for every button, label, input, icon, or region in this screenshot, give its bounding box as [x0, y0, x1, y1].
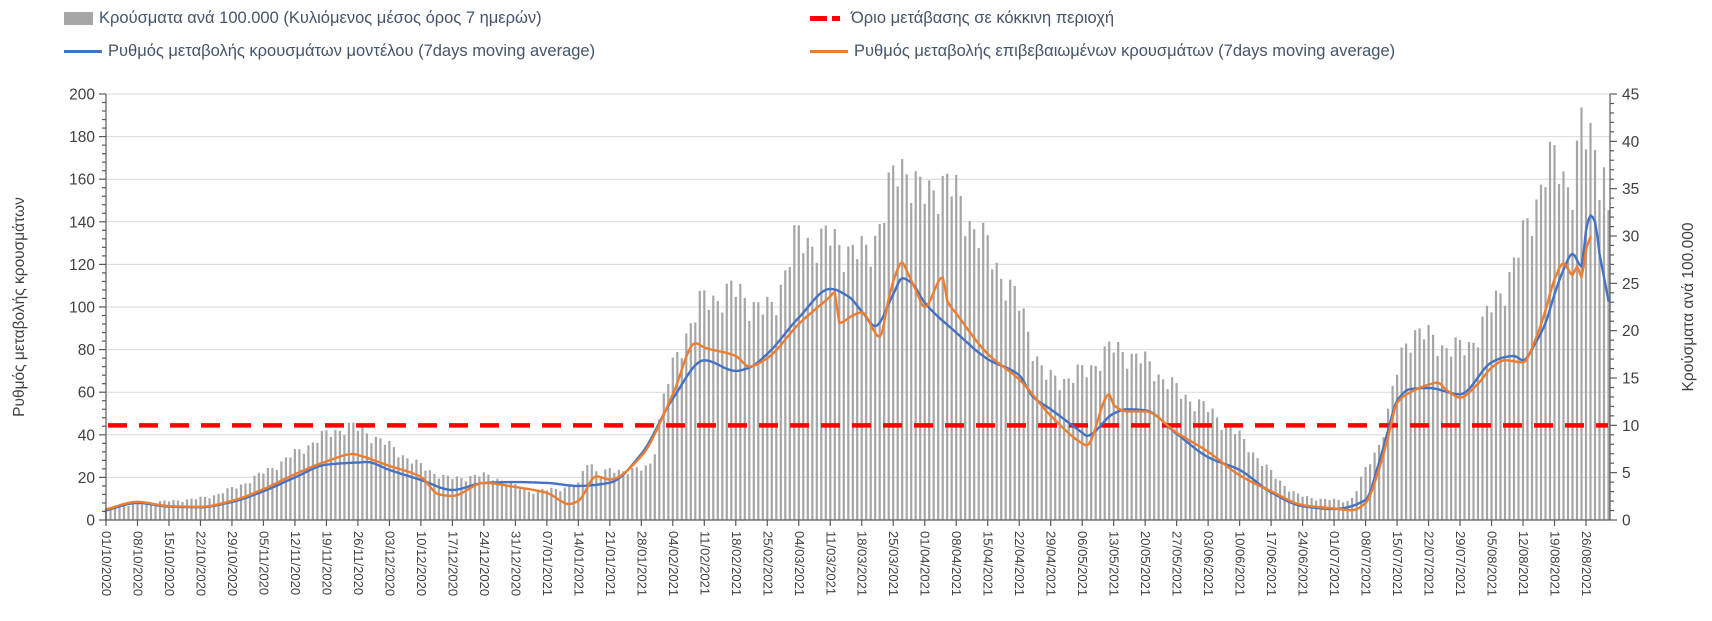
model-line-swatch	[64, 50, 102, 53]
svg-text:07/01/2021: 07/01/2021	[540, 531, 555, 596]
svg-text:160: 160	[69, 172, 95, 189]
svg-text:28/01/2021: 28/01/2021	[634, 531, 649, 596]
svg-text:26/08/2021: 26/08/2021	[1579, 531, 1594, 596]
legend-item-confirmed-line: Ρυθμός μεταβολής επιβεβαιωμένων κρουσμάτ…	[810, 42, 1395, 61]
svg-text:14/01/2021: 14/01/2021	[571, 531, 586, 596]
svg-text:12/08/2021: 12/08/2021	[1516, 531, 1531, 596]
confirmed-rate-line	[104, 235, 1592, 512]
confirmed-line-swatch	[810, 50, 848, 53]
svg-text:18/03/2021: 18/03/2021	[855, 531, 870, 596]
svg-text:120: 120	[69, 257, 95, 274]
svg-text:10/12/2020: 10/12/2020	[414, 531, 429, 596]
svg-text:08/04/2021: 08/04/2021	[949, 531, 964, 596]
svg-text:22/10/2020: 22/10/2020	[193, 531, 208, 596]
svg-text:200: 200	[69, 87, 95, 104]
legend-label: Ρυθμός μεταβολής κρουσμάτων μοντέλου (7d…	[108, 42, 596, 60]
bars-swatch	[64, 12, 93, 25]
svg-text:21/01/2021: 21/01/2021	[603, 531, 618, 596]
svg-text:01/04/2021: 01/04/2021	[918, 531, 933, 596]
svg-text:10/06/2021: 10/06/2021	[1233, 531, 1248, 596]
right-axis-title: Κρούσματα ανά 100.000	[1680, 222, 1697, 391]
svg-text:08/10/2020: 08/10/2020	[130, 531, 145, 596]
svg-text:25/02/2021: 25/02/2021	[760, 531, 775, 596]
svg-text:0: 0	[1622, 513, 1631, 530]
svg-text:03/12/2020: 03/12/2020	[382, 531, 397, 596]
svg-text:60: 60	[78, 385, 96, 402]
svg-text:06/05/2021: 06/05/2021	[1075, 531, 1090, 596]
svg-text:03/06/2021: 03/06/2021	[1201, 531, 1216, 596]
svg-text:24/12/2020: 24/12/2020	[477, 531, 492, 596]
svg-text:25/03/2021: 25/03/2021	[886, 531, 901, 596]
svg-text:15/10/2020: 15/10/2020	[162, 531, 177, 596]
svg-text:5: 5	[1622, 465, 1631, 482]
svg-text:19/08/2021: 19/08/2021	[1548, 531, 1563, 596]
legend-label: Όριο μετάβασης σε κόκκινη περιοχή	[851, 9, 1115, 27]
svg-text:01/10/2020: 01/10/2020	[99, 531, 114, 596]
svg-text:08/07/2021: 08/07/2021	[1359, 531, 1374, 596]
legend-item-model-line: Ρυθμός μεταβολής κρουσμάτων μοντέλου (7d…	[64, 42, 595, 61]
svg-text:15: 15	[1622, 371, 1639, 388]
svg-text:15/04/2021: 15/04/2021	[981, 531, 996, 596]
svg-text:25: 25	[1622, 276, 1639, 293]
svg-text:140: 140	[69, 214, 95, 231]
svg-text:19/11/2020: 19/11/2020	[319, 531, 334, 595]
legend-label: Ρυθμός μεταβολής επιβεβαιωμένων κρουσμάτ…	[854, 42, 1396, 60]
svg-text:40: 40	[78, 427, 96, 444]
right-axis-ticks: 0 5 10 15 20 25 30 35 40 45	[1610, 87, 1640, 530]
svg-text:29/04/2021: 29/04/2021	[1044, 531, 1059, 596]
svg-text:22/07/2021: 22/07/2021	[1422, 531, 1437, 596]
model-rate-line	[104, 214, 1610, 512]
svg-text:20: 20	[1622, 323, 1640, 340]
svg-text:04/02/2021: 04/02/2021	[666, 531, 681, 596]
svg-text:12/11/2020: 12/11/2020	[288, 531, 303, 595]
svg-text:17/12/2020: 17/12/2020	[445, 531, 460, 596]
svg-text:10: 10	[1622, 418, 1640, 435]
svg-text:04/03/2021: 04/03/2021	[792, 531, 807, 596]
svg-text:100: 100	[69, 300, 95, 317]
svg-text:31/12/2020: 31/12/2020	[508, 531, 523, 596]
svg-text:17/06/2021: 17/06/2021	[1264, 531, 1279, 596]
svg-text:180: 180	[69, 129, 95, 146]
svg-text:35: 35	[1622, 181, 1639, 198]
legend-item-threshold: Όριο μετάβασης σε κόκκινη περιοχή	[810, 9, 1114, 28]
svg-text:13/05/2021: 13/05/2021	[1107, 531, 1122, 596]
bars-series	[104, 107, 1610, 521]
svg-text:24/06/2021: 24/06/2021	[1296, 531, 1311, 596]
svg-text:27/05/2021: 27/05/2021	[1170, 531, 1185, 596]
threshold-swatch	[810, 16, 845, 21]
x-axis-ticks: 01/10/2020 08/10/2020 15/10/2020 22/10/2020…	[99, 520, 1594, 596]
svg-text:0: 0	[86, 513, 95, 530]
left-axis-title: Ρυθμός μεταβολής κρουσμάτων	[11, 197, 28, 417]
svg-text:20: 20	[78, 470, 96, 487]
svg-text:30: 30	[1622, 229, 1640, 246]
svg-text:15/07/2021: 15/07/2021	[1390, 531, 1405, 596]
svg-text:11/02/2021: 11/02/2021	[697, 531, 712, 595]
svg-text:05/11/2020: 05/11/2020	[256, 531, 271, 595]
left-axis-ticks: 0 20 40 60 80 100 120 140 160 180 200	[69, 87, 106, 530]
legend-item-bars: Κρούσματα ανά 100.000 (Κυλιόμενος μέσος …	[64, 9, 542, 28]
svg-text:26/11/2020: 26/11/2020	[351, 531, 366, 595]
svg-text:80: 80	[78, 342, 96, 359]
svg-text:11/03/2021: 11/03/2021	[823, 531, 838, 595]
svg-text:22/04/2021: 22/04/2021	[1012, 531, 1027, 596]
svg-text:05/08/2021: 05/08/2021	[1485, 531, 1500, 596]
svg-text:18/02/2021: 18/02/2021	[729, 531, 744, 596]
svg-text:40: 40	[1622, 134, 1640, 151]
legend-label: Κρούσματα ανά 100.000 (Κυλιόμενος μέσος …	[99, 9, 542, 27]
svg-text:45: 45	[1622, 87, 1639, 104]
svg-text:01/07/2021: 01/07/2021	[1327, 531, 1342, 596]
svg-text:20/05/2021: 20/05/2021	[1138, 531, 1153, 596]
svg-text:29/10/2020: 29/10/2020	[225, 531, 240, 596]
svg-text:29/07/2021: 29/07/2021	[1453, 531, 1468, 596]
